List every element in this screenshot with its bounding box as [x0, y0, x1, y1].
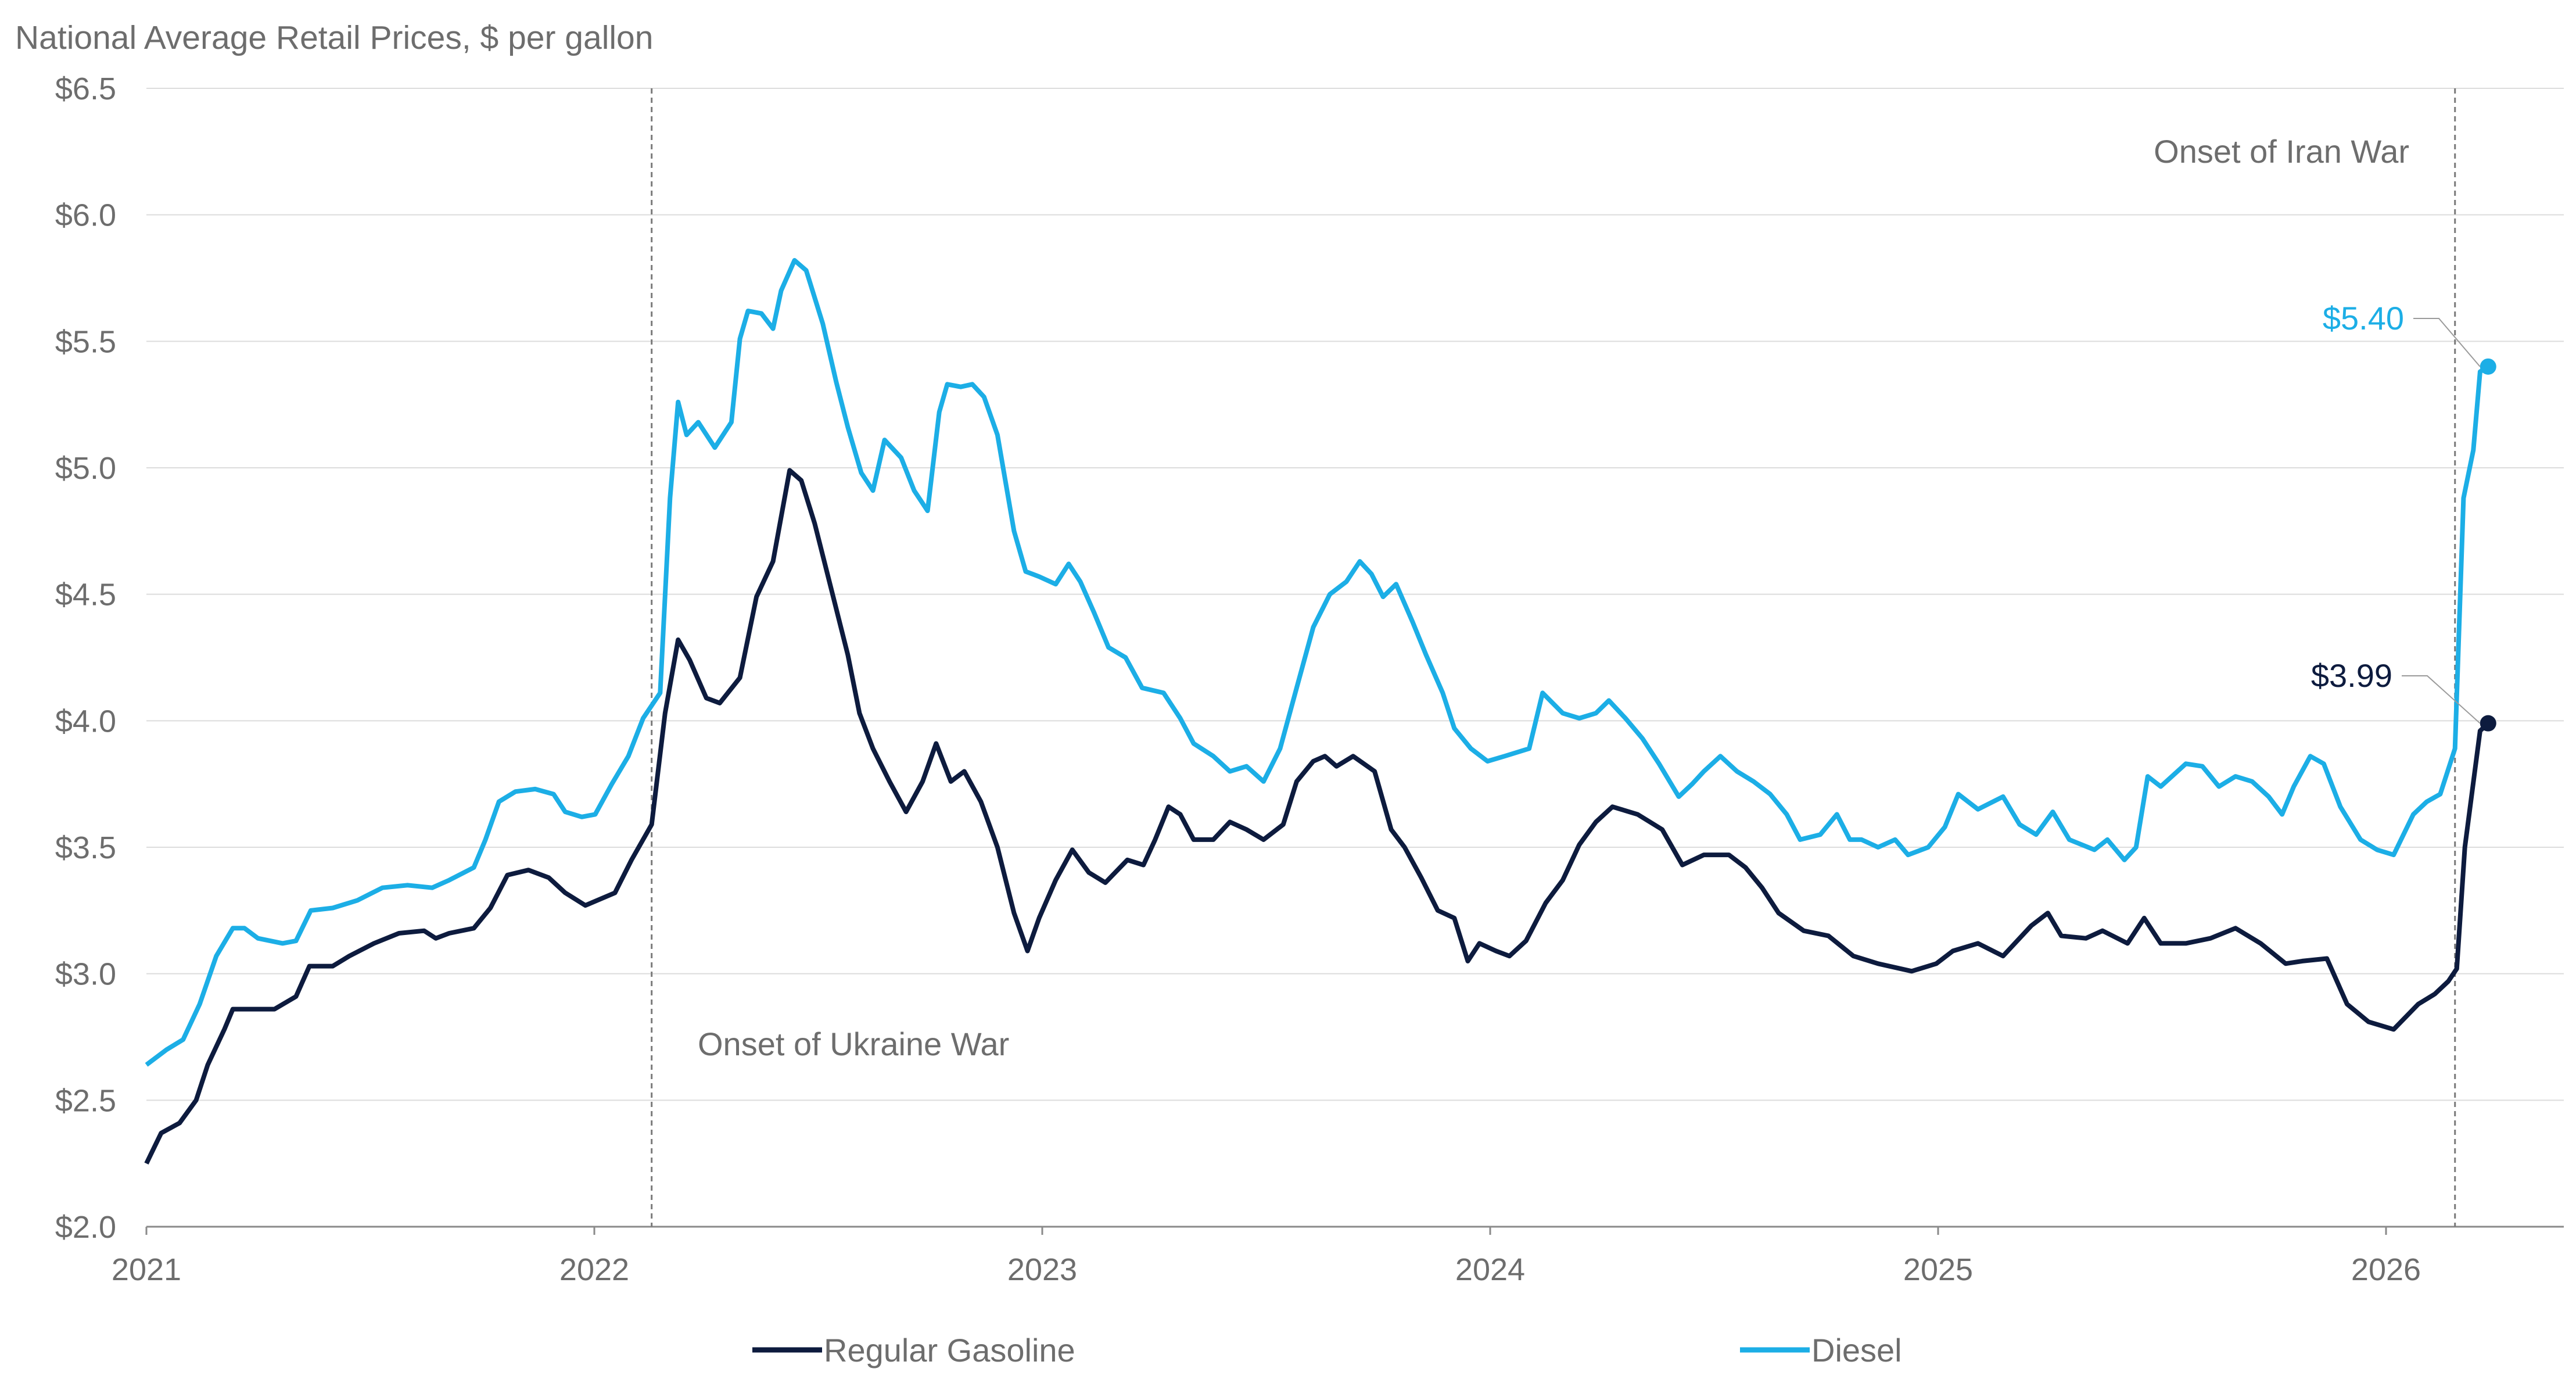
x-tick-label: 2022: [559, 1252, 629, 1287]
y-tick-label: $4.0: [55, 704, 116, 739]
event-lines: Onset of Ukraine War Onset of Iran War: [651, 88, 2456, 1227]
y-tick-label: $5.5: [55, 324, 116, 359]
y-tick-label: $6.5: [55, 71, 116, 106]
x-tick-label: 2025: [1903, 1252, 1973, 1287]
diesel-end-point: [2480, 358, 2496, 375]
x-axis: 2021 2022 2023 2024 2025 2026: [112, 1227, 2421, 1287]
y-tick-label: $4.5: [55, 578, 116, 612]
y-tick-label: $2.0: [55, 1210, 116, 1245]
x-tick-label: 2023: [1007, 1252, 1077, 1287]
y-tick-label: $2.5: [55, 1083, 116, 1118]
y-axis: $2.0 $2.5 $3.0 $3.5 $4.0 $4.5 $5.0 $5.5 $6.0 $6.5: [55, 71, 116, 1245]
gasoline-end-label: $3.99: [2311, 657, 2392, 694]
ukraine-war-label: Onset of Ukraine War: [698, 1026, 1009, 1062]
legend-label-diesel: Diesel: [1811, 1332, 1902, 1368]
chart-title: National Average Retail Prices, $ per ga…: [15, 19, 653, 56]
diesel-line: [145, 258, 2489, 1067]
diesel-end-label: $5.40: [2323, 300, 2404, 336]
diesel-leader-line: [2413, 318, 2481, 367]
x-tick-label: 2021: [112, 1252, 181, 1287]
y-tick-label: $5.0: [55, 451, 116, 486]
grid: [146, 88, 2564, 1228]
legend-label-gasoline: Regular Gasoline: [824, 1332, 1075, 1368]
iran-war-label: Onset of Iran War: [2154, 133, 2409, 170]
x-tick-label: 2024: [1455, 1252, 1525, 1287]
gasoline-end-point: [2480, 715, 2496, 732]
x-tick-label: 2026: [2351, 1252, 2421, 1287]
legend: Regular Gasoline Diesel: [752, 1332, 1902, 1368]
y-tick-label: $6.0: [55, 198, 116, 233]
gasoline-line: [144, 468, 2490, 1165]
y-tick-label: $3.0: [55, 957, 116, 992]
end-labels: $3.99 $5.40: [2311, 300, 2496, 732]
gasoline-leader-line: [2402, 675, 2481, 724]
series-lines: [144, 258, 2490, 1165]
y-tick-label: $3.5: [55, 830, 116, 865]
